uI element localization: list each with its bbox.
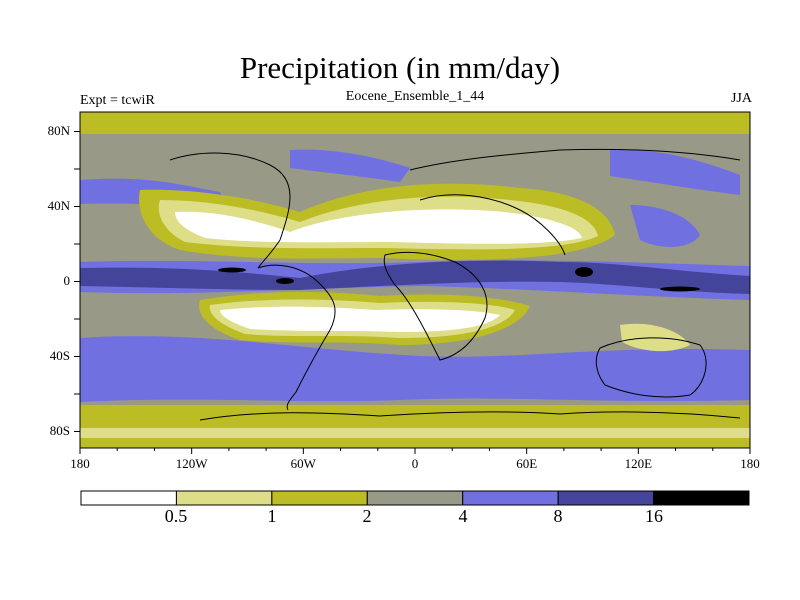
- season-label: JJA: [730, 91, 752, 106]
- lat-tick-0: 0: [64, 273, 71, 288]
- colorbar-swatch: [557, 490, 655, 506]
- ensemble-label: Eocene_Ensemble_1_44: [345, 89, 485, 104]
- precip-max-3: [575, 267, 593, 277]
- precip-max-4: [660, 286, 700, 292]
- colorbar-level-4: 4: [458, 506, 468, 526]
- africa-outline: [383, 251, 488, 361]
- colorbar-level-8: 8: [553, 506, 563, 526]
- n-asia-wet: [610, 149, 740, 195]
- arctic-band: [80, 112, 750, 134]
- colorbar-swatch: [462, 490, 559, 506]
- north-america-outline: [169, 152, 291, 269]
- lon-tick-180e: 180: [740, 456, 760, 471]
- colorbar: [80, 490, 750, 506]
- colorbar-swatch: [175, 490, 273, 506]
- lat-tick-40s: 40S: [50, 348, 70, 363]
- southern-storm-track: [80, 336, 750, 402]
- south-america-outline: [257, 264, 336, 411]
- antarctic-light-band: [80, 428, 750, 438]
- n-subtropic-dry: [175, 209, 582, 244]
- colorbar-swatch: [271, 490, 368, 506]
- australia-outline: [595, 337, 707, 398]
- experiment-label: Expt = tcwiR: [80, 93, 155, 108]
- lat-tick-80n: 80N: [48, 123, 71, 138]
- eurasia-outline: [409, 148, 741, 256]
- colorbar-level-16: 16: [645, 506, 663, 526]
- lon-tick-0: 0: [412, 456, 419, 471]
- colorbar-level-0.5: 0.5: [164, 506, 188, 526]
- w-pacific-wet: [630, 205, 700, 247]
- lon-tick-60w: 60W: [291, 456, 317, 471]
- n-atlantic-wet: [290, 149, 410, 182]
- antarctic-band: [80, 405, 750, 448]
- lon-tick-60e: 60E: [516, 456, 537, 471]
- antarctica-outline: [199, 411, 741, 421]
- precip-max-1: [218, 267, 246, 273]
- colorbar-level-1: 1: [267, 506, 277, 526]
- axis-ticks: [74, 131, 751, 454]
- s-subtropic-dry: [220, 306, 500, 332]
- coastlines: [169, 148, 741, 421]
- lon-tick-120w: 120W: [176, 456, 209, 471]
- colorbar-swatch: [80, 490, 177, 506]
- lon-tick-120e: 120E: [625, 456, 653, 471]
- colorbar-swatch: [653, 490, 750, 506]
- colorbar-level-2: 2: [362, 506, 372, 526]
- precip-max-2: [276, 278, 294, 284]
- precip-contours: [80, 112, 750, 448]
- lat-tick-80s: 80S: [50, 423, 70, 438]
- map-title: Precipitation (in mm/day): [239, 50, 561, 85]
- colorbar-swatch: [366, 490, 464, 506]
- lat-tick-40n: 40N: [48, 198, 71, 213]
- lon-tick-180w: 180: [70, 456, 90, 471]
